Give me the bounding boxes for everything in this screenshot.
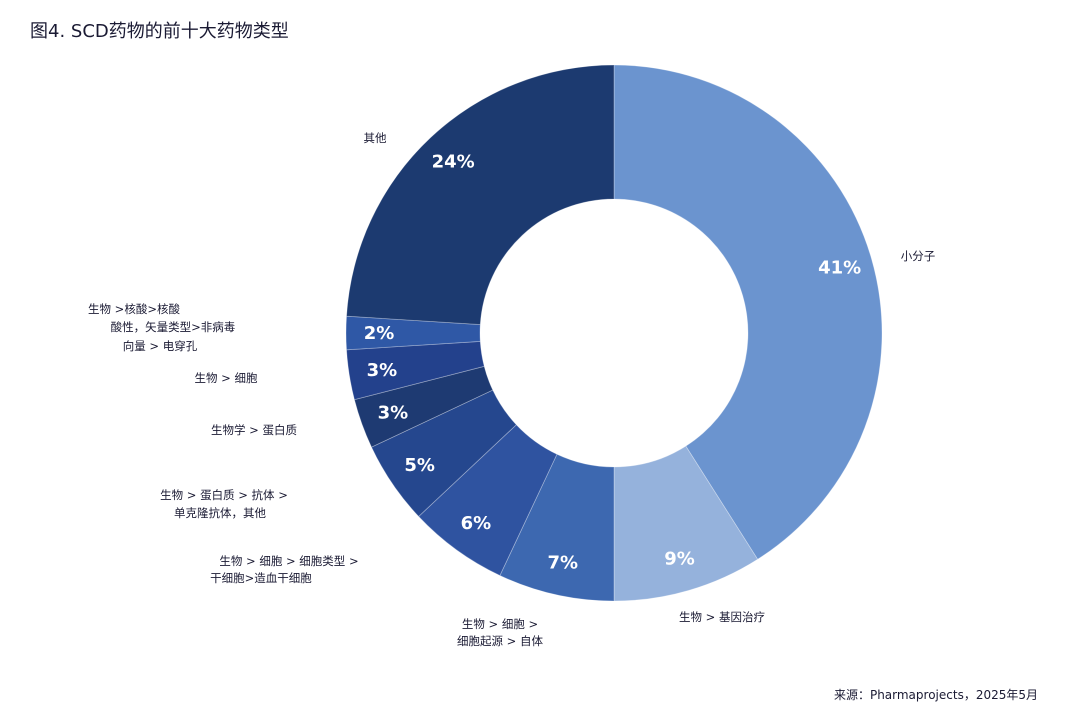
data-label: 2% <box>364 323 395 344</box>
category-label: 细胞起源 > 自体 <box>457 634 543 648</box>
category-label: 生物 > 细胞 <box>195 371 258 385</box>
source-note: 来源：Pharmaprojects，2025年5月 <box>833 688 1038 702</box>
data-label: 5% <box>404 455 435 476</box>
donut-slice <box>346 340 485 401</box>
donut-slice <box>499 453 615 602</box>
donut-slice <box>346 64 615 326</box>
donut-slice <box>613 64 883 560</box>
category-label: 生物 > 细胞 > 细胞类型 > <box>219 554 358 568</box>
data-label: 9% <box>664 549 695 570</box>
donut-slice <box>418 424 558 577</box>
category-label: 生物 > 蛋白质 > 抗体 > <box>160 488 288 502</box>
donut-slice <box>353 365 494 448</box>
category-label: 生物 > 细胞 > <box>462 617 538 631</box>
category-label: 单克隆抗体，其他 <box>174 506 266 520</box>
donut-slice <box>613 445 759 602</box>
data-label: 6% <box>461 513 492 534</box>
chart-title: 图4. SCD药物的前十大药物类型 <box>30 21 289 42</box>
category-label: 其他 <box>364 131 387 145</box>
data-label: 3% <box>367 360 398 381</box>
data-label: 7% <box>547 552 578 573</box>
donut-slice <box>370 389 517 518</box>
category-label: 向量 > 电穿孔 <box>123 339 198 353</box>
category-label: 生物 >核酸>核酸 <box>88 302 180 316</box>
category-label: 生物学 > 蛋白质 <box>211 423 297 437</box>
data-label: 41% <box>818 257 861 278</box>
data-label: 24% <box>432 152 475 173</box>
data-label: 3% <box>378 403 409 424</box>
category-label: 干细胞>造血干细胞 <box>210 571 312 585</box>
category-label: 酸性，矢量类型>非病毒 <box>111 320 236 334</box>
category-label: 小分子 <box>901 249 936 263</box>
category-label: 生物 > 基因治疗 <box>679 610 765 624</box>
